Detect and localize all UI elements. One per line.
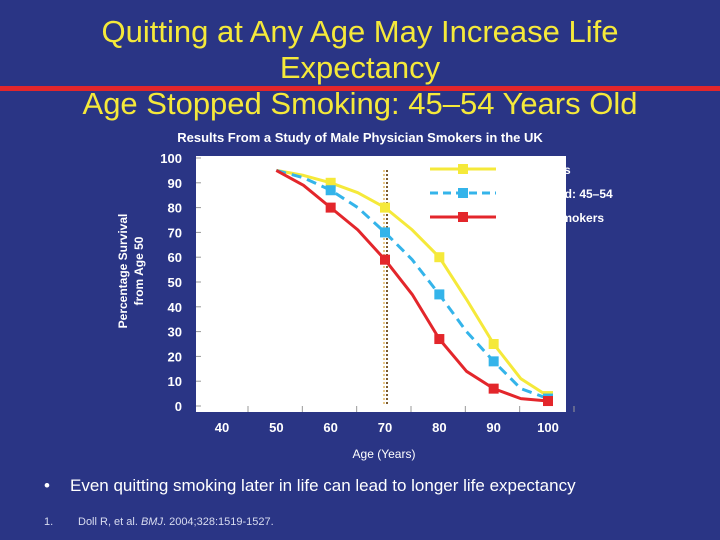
y-tick-label: 70 xyxy=(168,225,182,240)
reference-number: 1. xyxy=(44,516,54,528)
y-tick-label: 100 xyxy=(160,151,182,166)
series-3-point xyxy=(543,396,553,407)
reference-authors: Doll R, et al. xyxy=(78,516,141,528)
series-3-point xyxy=(434,334,445,345)
series-1-point xyxy=(325,177,336,188)
series-3-point xyxy=(325,202,336,213)
title-underline xyxy=(0,86,720,91)
chart-subtitle: Results From a Study of Male Physician S… xyxy=(177,130,543,145)
y-tick-label: 80 xyxy=(168,201,182,216)
series-line-3 xyxy=(275,169,549,403)
plot-area xyxy=(196,156,566,412)
y-axis-label-line-1: Percentage Survival xyxy=(116,214,130,329)
slide-title: Quitting at Any Age May Increase Life Ex… xyxy=(0,14,720,122)
series-1-point xyxy=(434,252,445,263)
x-tick-label: 80 xyxy=(432,420,446,435)
series-1-point xyxy=(380,202,390,213)
title-line-2: Expectancy xyxy=(279,50,441,85)
x-tick-label: 70 xyxy=(378,420,392,435)
y-tick-label: 90 xyxy=(168,176,182,191)
series-line-2 xyxy=(275,168,549,401)
x-axis-label: Age (Years) xyxy=(353,447,416,461)
series-2-point xyxy=(488,356,499,367)
series-2-point xyxy=(434,289,445,300)
reference-text: Doll R, et al. BMJ. 2004;328:1519-1527. xyxy=(78,516,274,528)
survival-chart: 0 10 20 30 40 50 60 70 80 90 100 40 50 60 70 80 90 100 Age… xyxy=(116,151,613,461)
x-tick-label: 40 xyxy=(215,420,229,435)
bullet-dot-icon: • xyxy=(44,476,50,495)
title-line-3: Age Stopped Smoking: 45–54 Years Old xyxy=(82,86,638,121)
legend-marker xyxy=(458,188,468,198)
y-axis-label-line-2: from Age 50 xyxy=(132,236,146,305)
legend-label: Age Stopped: 45–54 xyxy=(498,187,613,201)
bullet-text: Even quitting smoking later in life can … xyxy=(70,476,576,495)
legend-marker xyxy=(458,164,468,174)
series-2-point xyxy=(325,185,336,196)
x-tick-label: 60 xyxy=(323,420,337,435)
legend-label: Nonsmokers xyxy=(498,163,571,177)
series-line-1 xyxy=(276,168,549,398)
reference-details: . 2004;328:1519-1527. xyxy=(162,516,274,528)
series-3-point xyxy=(488,383,499,394)
x-tick-label: 100 xyxy=(537,420,559,435)
series-3-point xyxy=(380,254,390,265)
legend-label: Cigarette Smokers xyxy=(498,211,604,225)
y-tick-label: 10 xyxy=(168,374,182,389)
y-tick-label: 30 xyxy=(168,325,182,340)
series-1-point xyxy=(488,339,499,349)
title-line-1: Quitting at Any Age May Increase Life xyxy=(101,14,619,49)
y-tick-label: 40 xyxy=(168,300,182,315)
y-tick-label: 60 xyxy=(168,250,182,265)
y-tick-label: 50 xyxy=(168,275,182,290)
y-tick-label: 20 xyxy=(168,349,182,364)
series-2-point xyxy=(380,227,390,238)
x-tick-label: 50 xyxy=(269,420,283,435)
reference-journal: BMJ xyxy=(140,516,163,528)
legend-marker xyxy=(458,212,468,222)
x-tick-label: 90 xyxy=(486,420,500,435)
y-tick-label: 0 xyxy=(175,399,182,414)
